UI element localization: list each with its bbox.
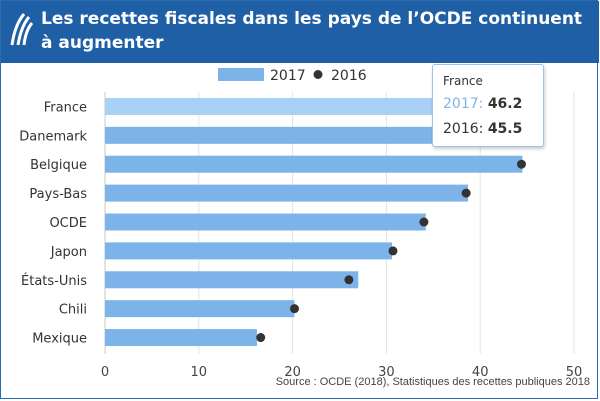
x-tick-label: 10 — [191, 365, 208, 380]
legend-swatch-2017 — [218, 68, 264, 81]
dot-2016-pays-bas — [461, 188, 471, 198]
dot-2016-états-unis — [344, 275, 354, 285]
source-note: Source : OCDE (2018), Statistiques des r… — [275, 376, 590, 388]
bar-2017-mexique — [105, 329, 257, 347]
bar-2017-belgique — [105, 155, 523, 173]
chart-title: Les recettes fiscales dans les pays de l… — [41, 9, 583, 53]
dot-2016-belgique — [516, 159, 526, 169]
y-category-label: Danemark — [19, 129, 87, 144]
y-category-label: Pays-Bas — [29, 187, 87, 202]
y-category-label: OCDE — [49, 216, 87, 231]
y-category-label: Belgique — [30, 158, 87, 173]
dot-2016-japon — [388, 246, 398, 256]
bar-2017-france — [105, 97, 539, 115]
x-tick-label: 50 — [566, 365, 583, 380]
x-tick-label: 30 — [378, 365, 395, 380]
legend-label-2017: 2017 — [270, 68, 306, 84]
tooltip-label-2017: 2017 — [443, 96, 479, 112]
legend-label-2016: 2016 — [331, 68, 367, 84]
tooltip-value-2016: 45.5 — [487, 121, 523, 137]
y-category-label: France — [44, 100, 87, 115]
y-category-label: Japon — [50, 245, 87, 260]
tooltip-label-2016: 2016 — [443, 121, 479, 137]
tooltip-row-2017: 2017: 46.2 — [443, 96, 523, 112]
x-tick-label: 40 — [472, 365, 489, 380]
y-category-label: États-Unis — [21, 273, 87, 289]
bar-2017-japon — [105, 242, 393, 260]
y-category-label: Chili — [59, 303, 87, 318]
x-tick-label: 0 — [101, 365, 109, 380]
header-bar: Les recettes fiscales dans les pays de l… — [1, 1, 599, 63]
tooltip-category: France — [443, 74, 483, 88]
dot-2016-chili — [289, 304, 299, 314]
dot-2016-mexique — [256, 333, 266, 343]
bar-2017-ocde — [105, 213, 426, 231]
oecd-logo-icon — [10, 13, 33, 46]
bar-2017-états-unis — [105, 271, 359, 289]
bar-2017-chili — [105, 300, 295, 318]
tooltip-row-2016: 2016: 45.5 — [443, 121, 523, 137]
dot-2016-ocde — [419, 217, 429, 227]
bar-2017-pays-bas — [105, 184, 469, 202]
x-tick-label: 20 — [284, 365, 301, 380]
y-category-label: Mexique — [32, 332, 87, 347]
tooltip: France 2017: 46.2 2016: 45.5 — [432, 64, 544, 147]
tooltip-value-2017: 46.2 — [487, 96, 523, 112]
legend-swatch-2016 — [313, 70, 323, 79]
bar-2017-danemark — [105, 126, 537, 144]
